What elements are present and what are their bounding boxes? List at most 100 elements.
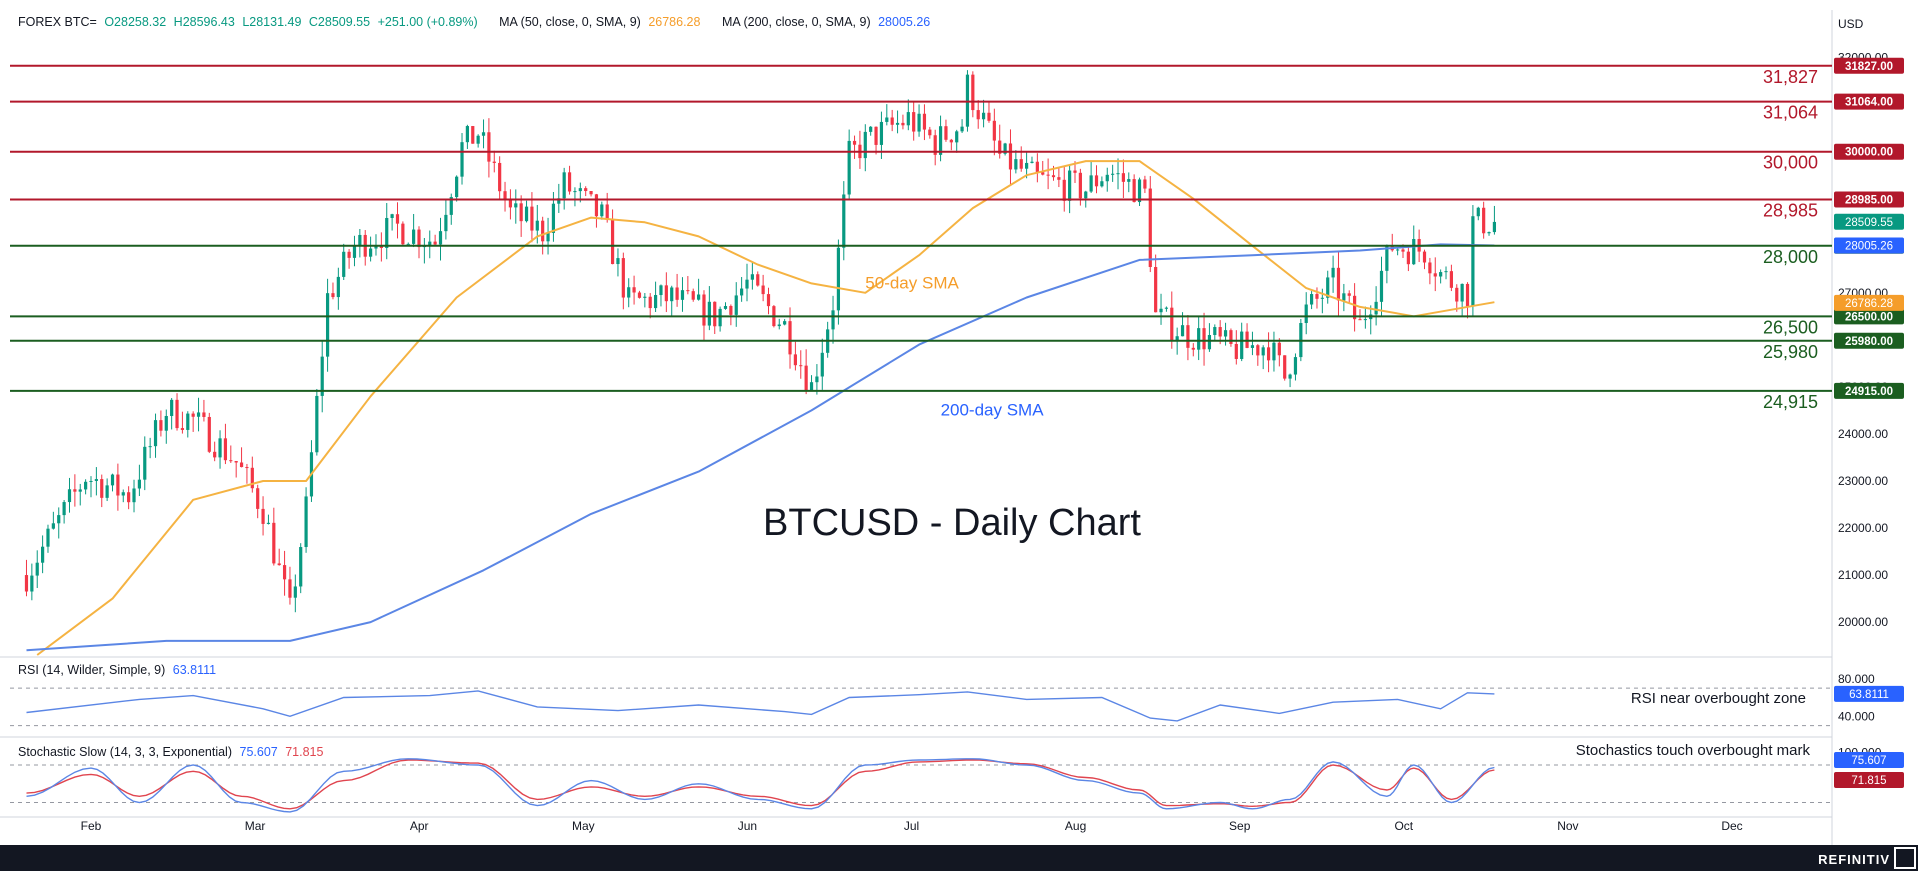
- candle-body: [734, 295, 738, 315]
- candle-body: [750, 274, 754, 280]
- candle-body: [1132, 179, 1136, 203]
- candle-body: [589, 191, 593, 195]
- candle-body: [1320, 297, 1324, 299]
- candle-body: [331, 293, 335, 298]
- candle-body: [799, 365, 803, 367]
- candle-body: [1223, 330, 1228, 337]
- candle-body: [229, 460, 233, 462]
- candle-body: [1428, 262, 1432, 274]
- candle-body: [186, 413, 190, 430]
- price-tag: 28509.55: [1845, 217, 1893, 229]
- candle-body: [223, 438, 228, 461]
- candle-body: [788, 321, 792, 355]
- candle-body: [1422, 251, 1427, 263]
- candle-body: [863, 131, 867, 159]
- candle-body: [390, 214, 394, 218]
- candle-body: [1116, 173, 1120, 175]
- bottom-bar: [0, 845, 1918, 871]
- candle-body: [697, 294, 701, 300]
- candle-body: [84, 481, 88, 490]
- candle-body: [428, 241, 432, 246]
- x-tick-label: Apr: [410, 819, 429, 833]
- expand-icon[interactable]: [1894, 847, 1916, 869]
- candle-body: [1019, 159, 1023, 169]
- level-label: 26,500: [1763, 317, 1818, 337]
- candle-body: [1175, 336, 1179, 341]
- candle-body: [944, 126, 948, 140]
- candle-body: [1293, 357, 1298, 375]
- candle-body: [1283, 355, 1287, 379]
- candle-body: [949, 139, 953, 143]
- candle-body: [664, 285, 668, 302]
- candle-body: [541, 220, 545, 242]
- candle-body: [1245, 331, 1249, 348]
- x-tick-label: Nov: [1557, 819, 1578, 833]
- level-tag-bg: [1834, 308, 1904, 325]
- candle-body: [62, 502, 66, 516]
- candle-body: [1094, 175, 1099, 187]
- x-tick-label: Feb: [81, 819, 102, 833]
- candle-body: [358, 234, 362, 246]
- candle-body: [546, 232, 550, 242]
- candle-body: [1111, 173, 1115, 175]
- price-tag: 26786.28: [1845, 298, 1893, 310]
- candle-body: [1121, 173, 1125, 182]
- brand-logo: REFINITIV: [1818, 852, 1890, 867]
- candle-body: [239, 462, 244, 468]
- price-tag-bg: [1834, 294, 1904, 311]
- candle-body: [127, 492, 131, 503]
- candle-body: [852, 140, 857, 145]
- candle-body: [471, 126, 475, 144]
- candle-body: [1008, 143, 1013, 170]
- candle-body: [191, 413, 195, 417]
- candle-body: [1374, 301, 1378, 315]
- price-tag-bg: [1834, 237, 1904, 254]
- stoch-k-line: [26, 758, 1495, 813]
- candle-body: [374, 245, 378, 249]
- candle-body: [1213, 327, 1217, 336]
- candle-body: [1207, 335, 1212, 350]
- level-tag: 28985.00: [1845, 194, 1893, 206]
- candle-body: [385, 217, 389, 249]
- candle-body: [121, 492, 125, 496]
- candle-body: [196, 412, 201, 417]
- candle-body: [132, 488, 136, 503]
- x-tick-label: Jul: [904, 819, 919, 833]
- candle-body: [406, 243, 410, 245]
- change-value: +251.00 (+0.89%): [377, 15, 478, 29]
- candle-body: [73, 489, 77, 492]
- level-label: 31,827: [1763, 67, 1818, 87]
- close-value: C28509.55: [308, 15, 371, 29]
- sma50-line: [36, 160, 1495, 656]
- candle-body: [519, 203, 523, 222]
- candle-body: [1041, 172, 1045, 175]
- candle-body: [653, 295, 658, 309]
- candle-body: [277, 563, 281, 566]
- level-label: 28,000: [1763, 247, 1818, 267]
- candle-body: [1089, 175, 1093, 192]
- candle-body: [938, 126, 943, 155]
- stoch-k-tag-bg: [1834, 752, 1904, 768]
- candle-body: [729, 305, 733, 315]
- low-value: L28131.49: [242, 15, 302, 29]
- candle-body: [261, 508, 265, 524]
- candle-body: [912, 112, 916, 132]
- candle-body: [1363, 319, 1367, 321]
- candle-body: [369, 248, 373, 257]
- candle-body: [148, 446, 152, 448]
- candle-body: [164, 415, 168, 431]
- price-tag-bg: [1834, 213, 1904, 230]
- candle-body: [1256, 345, 1260, 356]
- candle-body: [1014, 159, 1018, 170]
- candle-body: [1272, 342, 1276, 361]
- candle-body: [1073, 170, 1077, 173]
- ma50-label: MA (50, close, 0, SMA, 9): [499, 15, 641, 29]
- candle-body: [960, 126, 964, 132]
- y-tick-label: 23000.00: [1838, 474, 1888, 488]
- candle-body: [153, 420, 158, 447]
- x-tick-label: Oct: [1394, 819, 1413, 833]
- candle-body: [159, 420, 163, 431]
- candle-body: [1234, 343, 1238, 359]
- level-tag: 31827.00: [1845, 61, 1893, 73]
- level-label: 30,000: [1763, 153, 1818, 173]
